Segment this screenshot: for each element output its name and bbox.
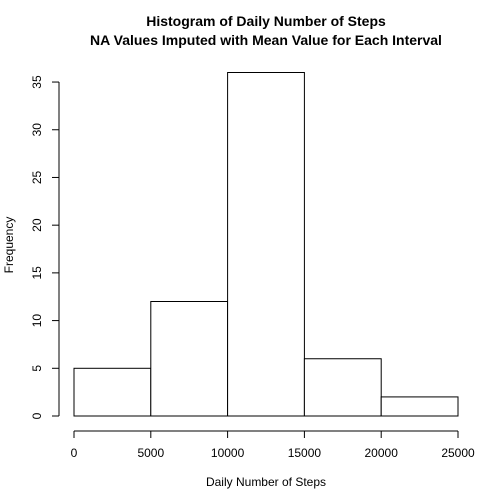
chart-subtitle: NA Values Imputed with Mean Value for Ea… <box>90 32 442 48</box>
histogram-bar <box>227 72 305 417</box>
y-tick-label: 35 <box>30 75 44 89</box>
y-tick-label: 5 <box>30 365 44 372</box>
y-tick-label: 0 <box>30 412 44 419</box>
x-axis-label: Daily Number of Steps <box>206 475 326 489</box>
y-tick-label: 15 <box>30 266 44 280</box>
chart-title: Histogram of Daily Number of Steps <box>146 13 386 29</box>
x-tick-label: 10000 <box>211 446 245 460</box>
y-axis-label: Frequency <box>2 217 16 274</box>
x-tick-label: 15000 <box>288 446 322 460</box>
histogram-bar <box>73 367 152 417</box>
histogram-bar <box>380 396 459 417</box>
x-tick-label: 0 <box>71 446 78 460</box>
y-tick-label: 20 <box>30 218 44 232</box>
y-tick-label: 25 <box>30 170 44 184</box>
y-tick-label: 10 <box>30 314 44 328</box>
x-axis: 0 5000 10000 15000 20000 25000 <box>71 430 475 460</box>
histogram-bar <box>150 301 229 417</box>
y-tick-label: 30 <box>30 123 44 137</box>
bars-group <box>73 72 459 417</box>
x-tick-label: 5000 <box>137 446 164 460</box>
x-tick-label: 25000 <box>441 446 475 460</box>
x-tick-label: 20000 <box>365 446 399 460</box>
y-axis: 0 5 10 15 20 25 30 35 <box>30 75 60 419</box>
histogram-bar <box>303 358 382 417</box>
